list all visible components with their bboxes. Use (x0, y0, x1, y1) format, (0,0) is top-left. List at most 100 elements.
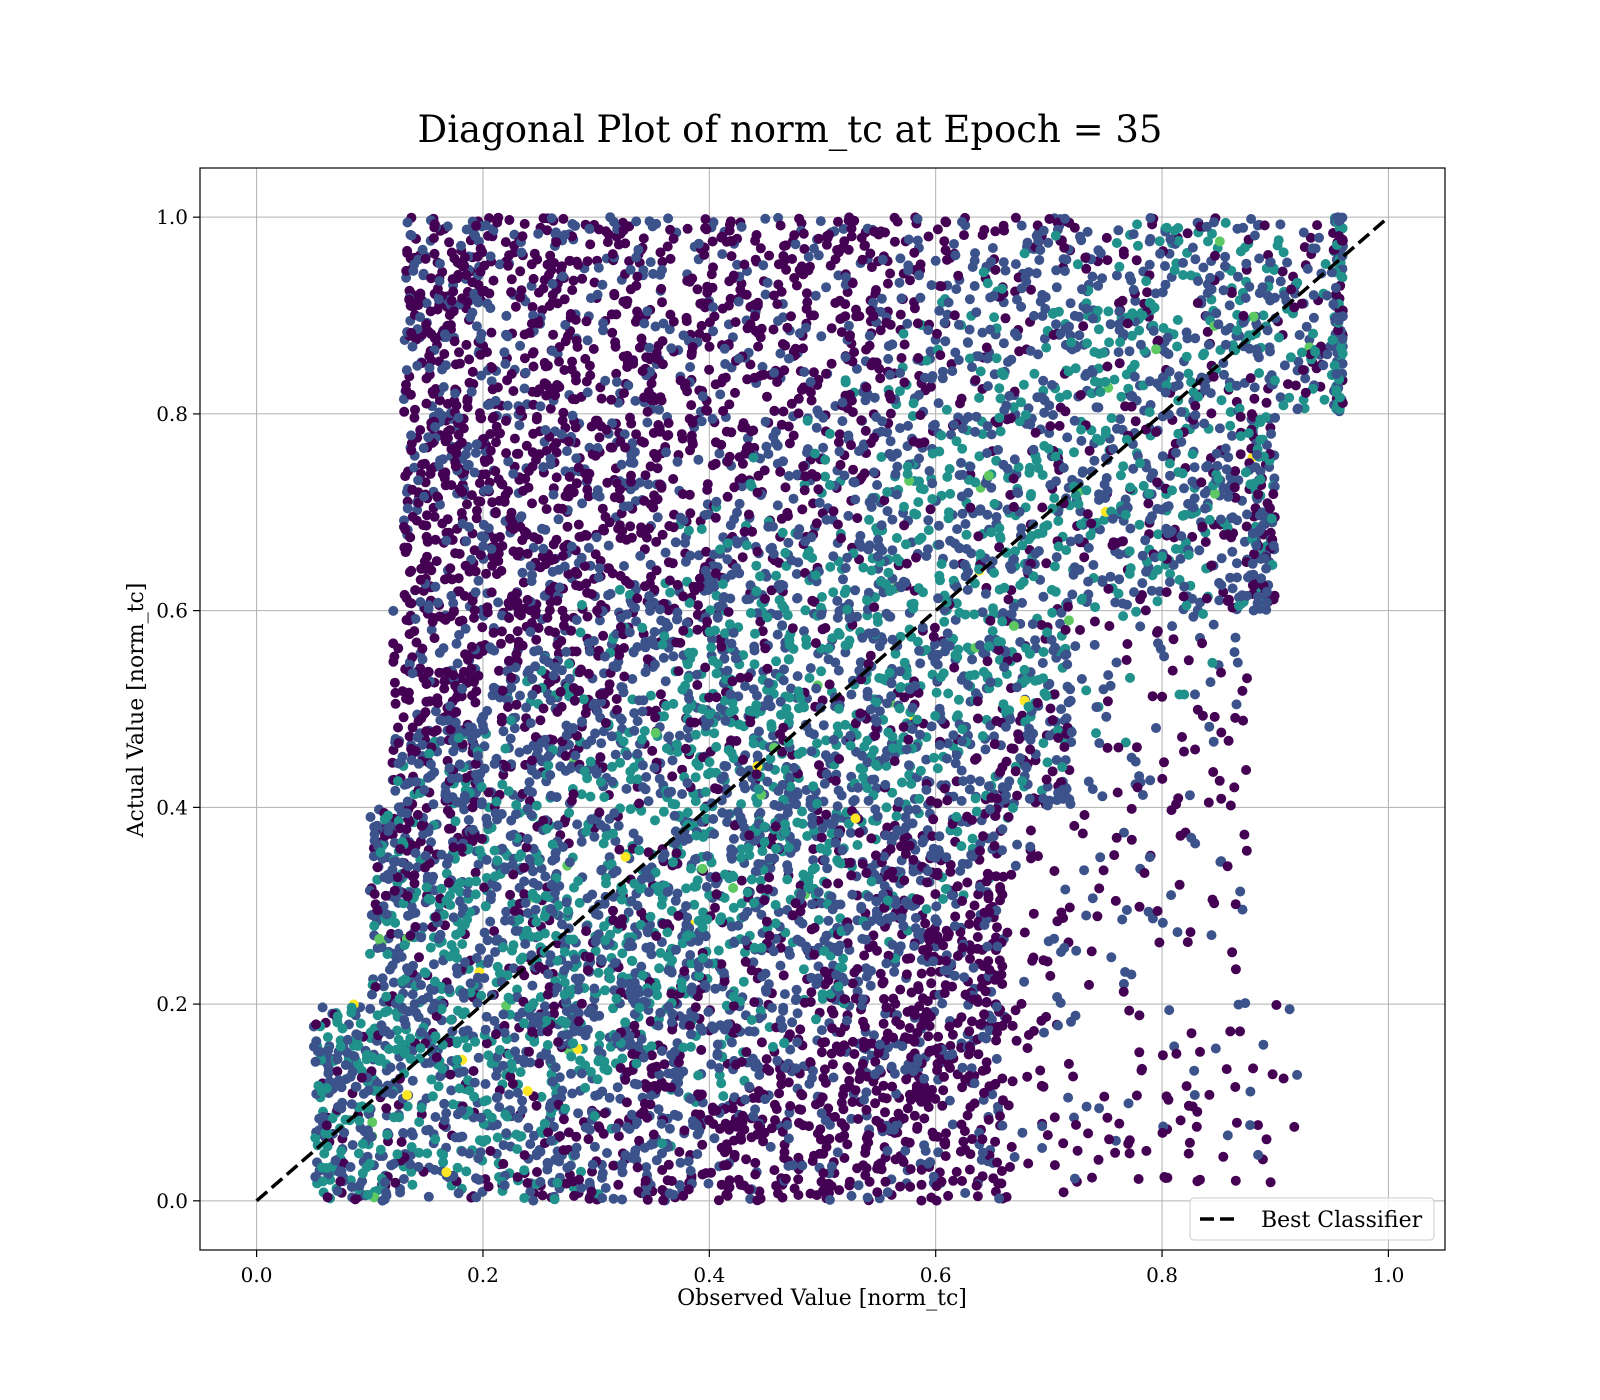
data-point (1052, 992, 1063, 1002)
data-point (1090, 602, 1101, 613)
data-point (869, 1030, 879, 1041)
data-point (801, 288, 812, 299)
data-point (1104, 621, 1115, 631)
data-point (464, 522, 474, 532)
data-point (390, 785, 401, 796)
data-point (551, 792, 562, 803)
data-point (989, 312, 1000, 323)
data-point (1225, 407, 1236, 417)
data-point (1131, 255, 1142, 266)
data-point (951, 598, 962, 609)
data-point (709, 311, 720, 322)
data-point (839, 1153, 850, 1163)
data-point (793, 1190, 804, 1200)
data-point (471, 220, 482, 231)
data-point (670, 537, 681, 548)
data-point (1111, 657, 1122, 668)
data-point (508, 940, 519, 951)
data-point (1230, 466, 1241, 477)
data-point (417, 995, 428, 1005)
data-point (941, 925, 952, 936)
data-point (1104, 337, 1115, 348)
data-point (1141, 1145, 1152, 1156)
data-point (619, 643, 629, 653)
data-point (528, 542, 539, 553)
data-point (600, 718, 611, 728)
data-point (1039, 1027, 1049, 1038)
data-point (571, 256, 582, 267)
data-point (835, 459, 846, 470)
data-point (489, 533, 500, 544)
data-point (1026, 489, 1037, 499)
data-point (1124, 1148, 1135, 1159)
data-point (614, 650, 625, 661)
data-point (1164, 577, 1175, 587)
data-point (609, 288, 620, 299)
data-point (479, 741, 490, 752)
data-point (1227, 947, 1238, 958)
data-point (571, 615, 582, 625)
data-point (1301, 321, 1312, 332)
data-point (971, 411, 982, 422)
data-point (1209, 488, 1220, 499)
data-point (760, 289, 771, 300)
data-point (931, 901, 942, 912)
data-point (677, 789, 688, 799)
data-point (644, 887, 654, 898)
data-point (444, 762, 455, 773)
data-point (511, 809, 521, 820)
data-point (509, 433, 520, 444)
data-point (1231, 1117, 1242, 1128)
data-point (934, 305, 945, 316)
data-point (1103, 670, 1114, 681)
data-point (581, 926, 592, 937)
data-point (365, 948, 375, 959)
data-point (1103, 306, 1114, 317)
data-point (929, 622, 940, 633)
data-point (957, 1062, 968, 1073)
data-point (1208, 736, 1219, 747)
data-point (734, 498, 745, 509)
data-point (1229, 647, 1240, 658)
data-point (980, 744, 991, 755)
data-point (940, 245, 951, 256)
data-point (880, 1176, 891, 1187)
data-point (895, 1181, 906, 1192)
data-point (779, 664, 789, 675)
data-point (1216, 667, 1226, 678)
data-point (1289, 1121, 1300, 1132)
data-point (1003, 812, 1014, 822)
data-point (401, 265, 412, 276)
data-point (928, 1171, 939, 1182)
data-point (1087, 1172, 1097, 1183)
data-point (1164, 1005, 1175, 1016)
data-point (994, 955, 1005, 966)
data-point (645, 257, 656, 268)
data-point (674, 1146, 685, 1157)
data-point (598, 630, 609, 641)
data-point (1294, 330, 1305, 340)
data-point (1128, 463, 1139, 474)
data-point (1195, 1174, 1205, 1185)
data-point (558, 1145, 569, 1156)
data-point (722, 1190, 733, 1201)
data-point (600, 226, 611, 237)
data-point (704, 364, 715, 375)
data-point (1124, 1135, 1135, 1146)
data-point (500, 358, 511, 369)
data-point (1172, 315, 1183, 325)
data-point (600, 375, 611, 386)
data-point (764, 1065, 775, 1076)
data-point (380, 890, 391, 901)
data-point (543, 760, 554, 771)
data-point (887, 545, 898, 556)
data-point (953, 694, 964, 705)
data-point (753, 341, 764, 352)
data-point (777, 527, 788, 538)
data-point (590, 945, 601, 956)
data-point (793, 1174, 804, 1185)
data-point (657, 529, 668, 540)
data-point (1028, 908, 1039, 919)
data-point (1130, 416, 1141, 427)
data-point (1132, 219, 1143, 230)
